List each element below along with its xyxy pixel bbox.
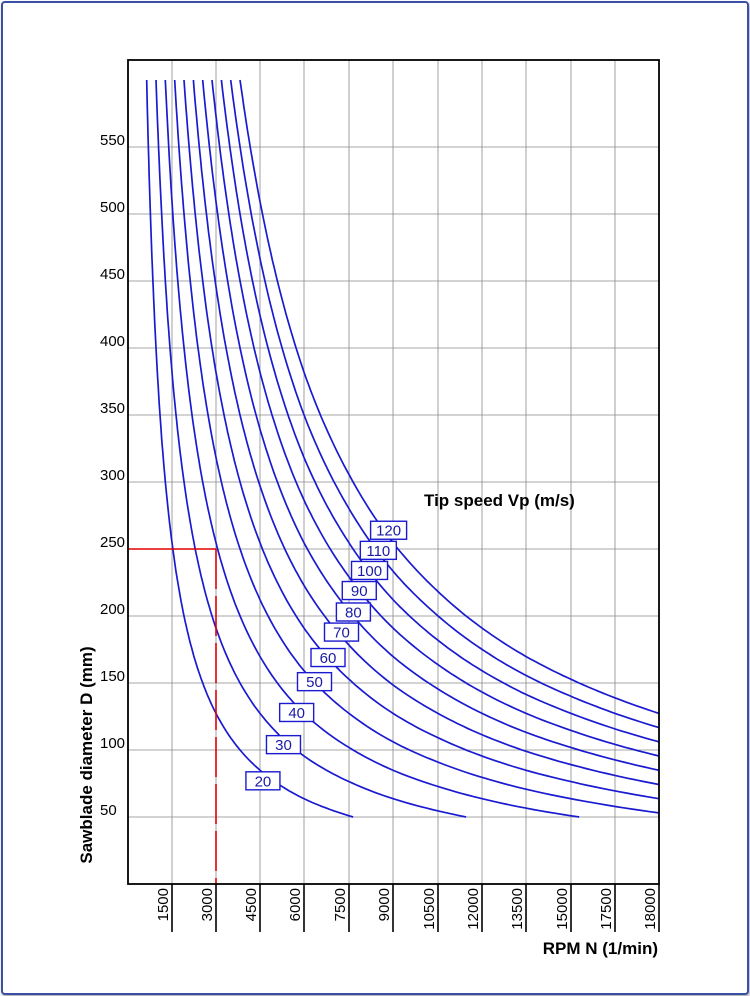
speed-curve-120 bbox=[239, 79, 660, 715]
y-tick-label: 350 bbox=[100, 400, 125, 417]
curve-label-text: 120 bbox=[376, 523, 401, 540]
y-tick-label: 250 bbox=[100, 534, 125, 551]
y-tick-label: 500 bbox=[100, 199, 125, 216]
curve-label-text: 80 bbox=[345, 604, 362, 621]
speed-curve-60 bbox=[183, 79, 660, 800]
curve-label-text: 110 bbox=[366, 543, 390, 560]
curve-label-90: 90 bbox=[341, 580, 377, 601]
speed-curve-40 bbox=[164, 79, 580, 818]
y-tick-label: 550 bbox=[100, 132, 125, 149]
curve-label-text: 60 bbox=[320, 650, 337, 667]
speed-curve-90 bbox=[211, 79, 660, 757]
curve-label-20: 20 bbox=[245, 771, 281, 791]
y-tick-label: 400 bbox=[100, 333, 125, 350]
x-tick-label: 9000 bbox=[376, 888, 393, 921]
curve-label-110: 110 bbox=[359, 540, 398, 561]
curve-label-text: 70 bbox=[333, 625, 350, 642]
y-tick-label: 100 bbox=[100, 735, 125, 752]
curve-label-text: 100 bbox=[357, 563, 382, 580]
curve-label-text: 20 bbox=[255, 773, 272, 790]
curve-label-80: 80 bbox=[335, 602, 372, 622]
curve-label-box bbox=[359, 540, 398, 561]
speed-curve-30 bbox=[155, 79, 467, 818]
speed-curve-70 bbox=[192, 79, 660, 786]
curve-label-box bbox=[369, 520, 408, 540]
curve-label-40: 40 bbox=[278, 702, 315, 723]
x-tick-label: 7500 bbox=[332, 888, 349, 921]
curve-label-box bbox=[278, 702, 315, 723]
curve-label-text: 90 bbox=[351, 583, 368, 600]
x-tick-label: 17500 bbox=[598, 888, 615, 930]
curve-label-box bbox=[310, 647, 346, 668]
curve-label-60: 60 bbox=[310, 647, 346, 668]
y-tick-label: 150 bbox=[100, 668, 125, 685]
x-tick-label: 6000 bbox=[287, 888, 304, 921]
grid bbox=[128, 60, 659, 884]
curve-label-text: 30 bbox=[275, 737, 292, 754]
curve-label-120: 120 bbox=[369, 520, 408, 540]
curve-label-box bbox=[265, 734, 302, 755]
x-tick-label: 3000 bbox=[199, 888, 216, 921]
curve-label-box bbox=[323, 622, 360, 642]
y-tick-label: 450 bbox=[100, 266, 125, 283]
reading-marker bbox=[128, 548, 217, 884]
x-tick-label: 15000 bbox=[554, 888, 571, 930]
curve-label-text: 40 bbox=[288, 705, 305, 722]
speed-curve-110 bbox=[229, 79, 660, 729]
speed-curve-20 bbox=[145, 79, 354, 818]
curve-label-70: 70 bbox=[323, 622, 360, 642]
y-axis-title: Sawblade diameter D (mm) bbox=[77, 646, 96, 863]
tick-labels: 50 100 150 200 250 300 350 400 450 500 550 1500 3000… bbox=[100, 132, 660, 932]
speed-curves bbox=[145, 79, 660, 818]
x-tick-label: 18000 bbox=[642, 888, 659, 930]
curve-label-30: 30 bbox=[265, 734, 302, 755]
x-tick-label: 4500 bbox=[243, 888, 260, 921]
speed-curve-50 bbox=[173, 79, 660, 814]
speed-curve-80 bbox=[201, 79, 660, 772]
curve-label-box bbox=[350, 560, 389, 581]
y-tick-label: 300 bbox=[100, 467, 125, 484]
curve-label-box bbox=[245, 771, 281, 791]
x-tick-label: 1500 bbox=[155, 888, 172, 921]
curve-label-box bbox=[296, 671, 333, 692]
y-tick-label: 50 bbox=[100, 802, 117, 819]
curve-label-text: 50 bbox=[306, 674, 323, 691]
curve-label-box bbox=[335, 602, 372, 622]
curve-label-box bbox=[341, 580, 377, 601]
x-tick-label: 13500 bbox=[509, 888, 526, 930]
curve-label-50: 50 bbox=[296, 671, 333, 692]
x-axis-title: RPM N (1/min) bbox=[543, 939, 658, 958]
legend-title: Tip speed Vp (m/s) bbox=[424, 491, 575, 510]
curve-label-100: 100 bbox=[350, 560, 389, 581]
speed-curve-100 bbox=[220, 79, 660, 743]
y-tick-label: 200 bbox=[100, 601, 125, 618]
x-tick-label: 10500 bbox=[421, 888, 438, 930]
x-tick-label: 12000 bbox=[465, 888, 482, 930]
plot-border bbox=[127, 59, 660, 885]
